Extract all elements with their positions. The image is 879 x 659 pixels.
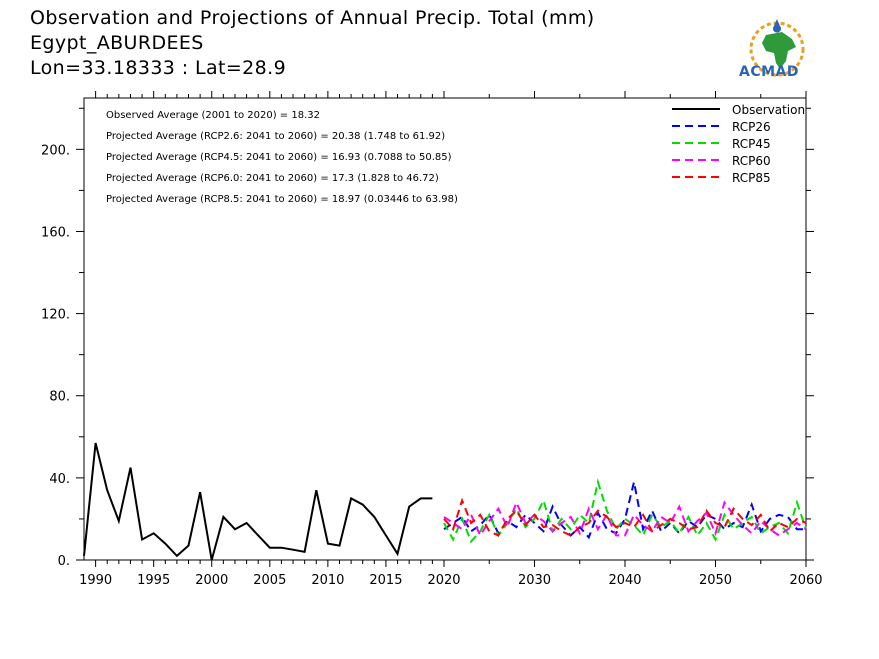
annotation-line: Projected Average (RCP8.5: 2041 to 2060)… — [106, 194, 458, 205]
x-tick-label: 1995 — [137, 573, 170, 588]
y-tick-label: 200. — [41, 143, 70, 158]
legend-label: RCP60 — [732, 154, 771, 168]
station-name: Egypt_ABURDEES — [30, 32, 204, 54]
y-tick-label: 80. — [49, 390, 70, 405]
legend-label: RCP45 — [732, 137, 771, 151]
x-tick-label: 2015 — [369, 573, 402, 588]
legend-label: RCP85 — [732, 171, 771, 185]
x-tick-label: 2005 — [253, 573, 286, 588]
annotation-line: Projected Average (RCP4.5: 2041 to 2060)… — [106, 152, 452, 163]
series-line-rcp60 — [443, 499, 807, 538]
x-tick-label: 2030 — [518, 573, 551, 588]
acmad-logo-text: ACMAD — [739, 64, 799, 80]
legend-label: RCP26 — [732, 120, 771, 134]
x-tick-label: 2060 — [789, 573, 822, 588]
x-tick-label: 2040 — [608, 573, 641, 588]
y-tick-label: 120. — [41, 308, 70, 323]
chart-title: Observation and Projections of Annual Pr… — [30, 7, 595, 29]
annotation-line: Projected Average (RCP6.0: 2041 to 2060)… — [106, 173, 439, 184]
y-tick-label: 0. — [58, 554, 70, 569]
y-tick-label: 40. — [49, 472, 70, 487]
x-tick-label: 2050 — [699, 573, 732, 588]
x-tick-label: 1990 — [79, 573, 112, 588]
x-tick-label: 2000 — [195, 573, 228, 588]
series-line-rcp85 — [443, 497, 807, 537]
annotation-line: Observed Average (2001 to 2020) = 18.32 — [106, 110, 320, 121]
station-coordinates: Lon=33.18333 : Lat=28.9 — [30, 57, 287, 79]
x-tick-label: 2010 — [311, 573, 344, 588]
y-tick-label: 160. — [41, 225, 70, 240]
acmad-logo — [749, 19, 805, 77]
series-line-observation — [83, 442, 433, 561]
plot-frame — [83, 97, 807, 561]
legend-label: Observation — [732, 103, 805, 117]
series-line-rcp45 — [443, 478, 807, 544]
annotation-line: Projected Average (RCP2.6: 2041 to 2060)… — [106, 131, 445, 142]
x-tick-label: 2020 — [427, 573, 460, 588]
